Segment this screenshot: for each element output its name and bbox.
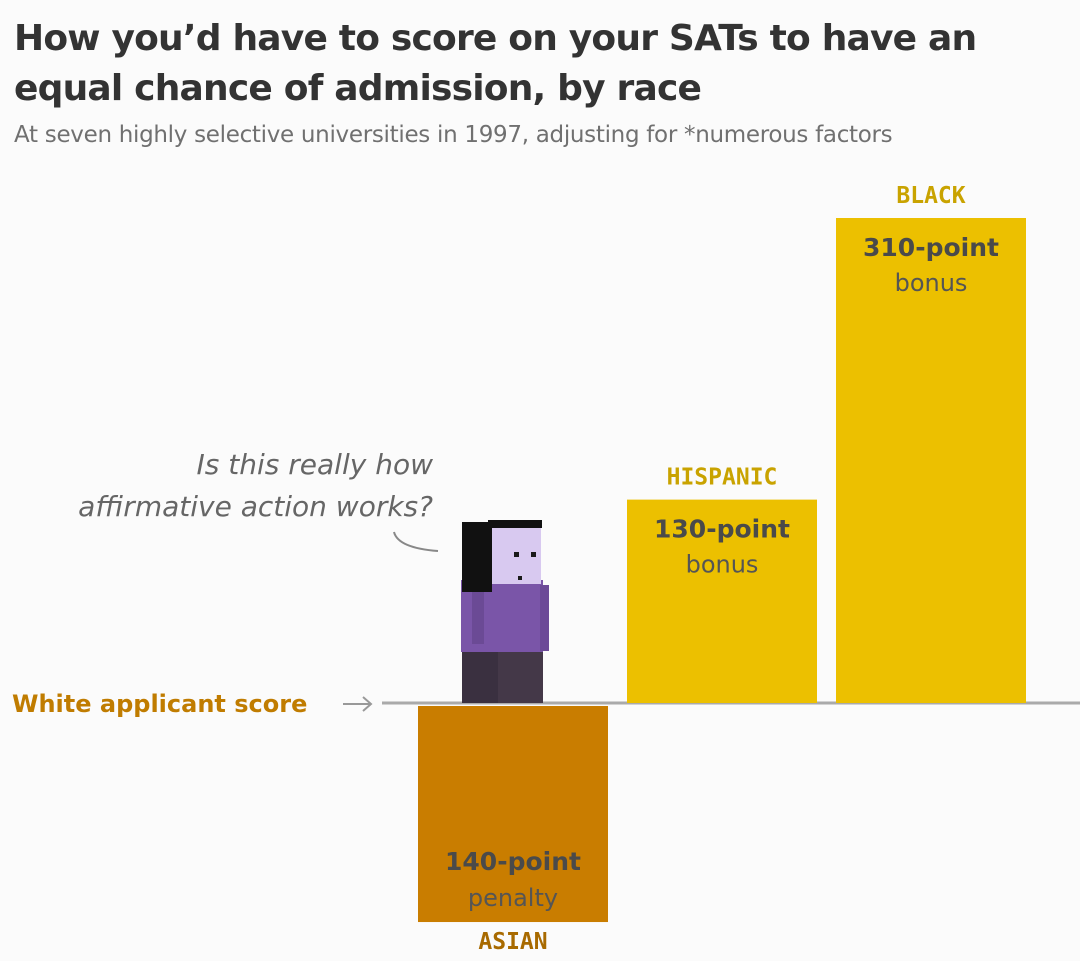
- eye-left: [514, 552, 519, 557]
- bar-value-asian: 140-point: [445, 847, 581, 876]
- mouth: [518, 576, 522, 580]
- bar-value-hispanic: 130-point: [654, 515, 790, 544]
- annotation-pointer: [393, 531, 439, 552]
- bar-asian: [418, 706, 608, 923]
- bar-category-black: BLACK: [896, 183, 965, 209]
- bar-note-black: bonus: [895, 269, 968, 297]
- chart-subtitle: At seven highly selective universities i…: [14, 122, 893, 148]
- bar-hispanic: [627, 499, 817, 703]
- bars-layer: 140-point penalty ASIAN HISPANIC 130-point bo…: [418, 183, 1026, 955]
- bar-black: [836, 218, 1026, 703]
- bar-note-hispanic: bonus: [686, 551, 759, 579]
- annotation-line-1: Is this really how: [197, 448, 434, 481]
- annotation-line-2: affirmative action works?: [78, 490, 433, 523]
- bar-category-asian: ASIAN: [478, 929, 547, 955]
- bar-value-black: 310-point: [863, 233, 999, 262]
- baseline-arrow-icon: [343, 696, 373, 712]
- bar-category-hispanic: HISPANIC: [667, 465, 778, 491]
- baseline-label: White applicant score: [12, 690, 307, 718]
- chart-title: How you’d have to score on your SATs to …: [14, 18, 977, 109]
- eye-right: [531, 552, 536, 557]
- person-figure: [461, 520, 549, 703]
- bar-note-asian: penalty: [468, 884, 558, 912]
